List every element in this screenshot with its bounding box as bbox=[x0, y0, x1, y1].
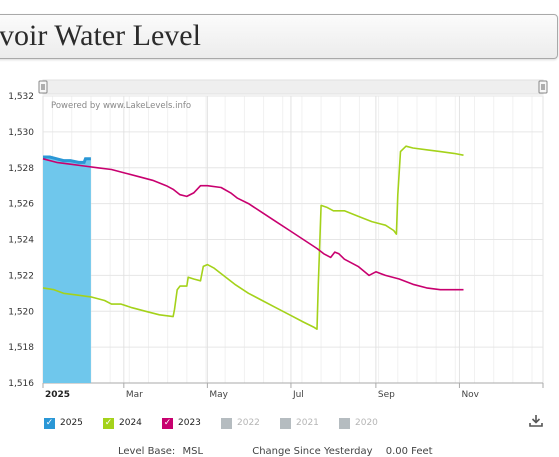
y-tick-label: 1,526 bbox=[8, 200, 34, 210]
legend-label: 2020 bbox=[355, 418, 378, 428]
level-base-value: MSL bbox=[182, 446, 204, 457]
y-tick-label: 1,516 bbox=[8, 379, 34, 389]
checkbox-unchecked-icon[interactable] bbox=[221, 417, 232, 429]
checkbox-unchecked-icon[interactable] bbox=[339, 417, 350, 429]
navigator-handle-icon[interactable] bbox=[538, 80, 548, 94]
legend-label: 2024 bbox=[119, 418, 142, 428]
legend-label: 2022 bbox=[237, 418, 260, 428]
checkbox-checked-icon[interactable]: ✓ bbox=[103, 417, 114, 429]
y-tick-label: 1,528 bbox=[8, 164, 34, 174]
navigator-handle-icon[interactable] bbox=[38, 80, 48, 94]
level-base-label: Level Base: bbox=[118, 446, 176, 457]
legend-label: 2023 bbox=[178, 418, 201, 428]
y-tick-label: 1,530 bbox=[8, 128, 34, 138]
legend-item-2024[interactable]: ✓ 2024 bbox=[103, 416, 142, 430]
y-tick-label: 1,518 bbox=[8, 343, 34, 353]
x-tick-label: Nov bbox=[461, 390, 479, 400]
legend-item-2020[interactable]: 2020 bbox=[339, 416, 378, 430]
checkbox-unchecked-icon[interactable] bbox=[280, 417, 291, 429]
y-tick-label: 1,532 bbox=[8, 92, 34, 102]
checkbox-checked-icon[interactable]: ✓ bbox=[44, 417, 55, 429]
page-title: rvoir Water Level bbox=[0, 19, 201, 52]
level-info-row: Level Base: MSL Change Since Yesterday 0… bbox=[118, 446, 437, 457]
water-level-chart: 1,532 1,530 1,528 1,526 1,524 1,522 1,520 1,518… bbox=[8, 79, 548, 400]
title-bar: rvoir Water Level bbox=[0, 14, 558, 59]
legend-item-2023[interactable]: ✓ 2023 bbox=[162, 416, 201, 430]
x-tick-label: Jul bbox=[292, 390, 304, 400]
legend-item-2022[interactable]: 2022 bbox=[221, 416, 260, 430]
series-2023-line bbox=[42, 158, 464, 291]
checkbox-checked-icon[interactable]: ✓ bbox=[162, 417, 173, 429]
change-value: 0.00 Feet bbox=[385, 446, 433, 457]
series-2025-area bbox=[43, 157, 91, 383]
series-2025-line bbox=[43, 155, 91, 164]
x-tick-label: May bbox=[209, 390, 228, 400]
change-label: Change Since Yesterday bbox=[252, 446, 373, 457]
watermark-text: Powered by www.LakeLevels.info bbox=[51, 101, 191, 111]
x-tick-label: Sep bbox=[378, 390, 395, 400]
x-tick-label: Mar bbox=[126, 390, 143, 400]
navigator-strip bbox=[42, 79, 544, 95]
legend-item-2021[interactable]: 2021 bbox=[280, 416, 319, 430]
legend-label: 2021 bbox=[296, 418, 319, 428]
series-2024-line bbox=[42, 145, 464, 330]
download-icon[interactable] bbox=[527, 414, 545, 428]
legend-label: 2025 bbox=[60, 418, 83, 428]
x-tick-label: 2025 bbox=[45, 390, 70, 400]
y-tick-label: 1,520 bbox=[8, 307, 34, 317]
legend-item-2025[interactable]: ✓ 2025 bbox=[44, 416, 83, 430]
y-tick-label: 1,524 bbox=[8, 236, 34, 246]
y-tick-label: 1,522 bbox=[8, 271, 34, 281]
